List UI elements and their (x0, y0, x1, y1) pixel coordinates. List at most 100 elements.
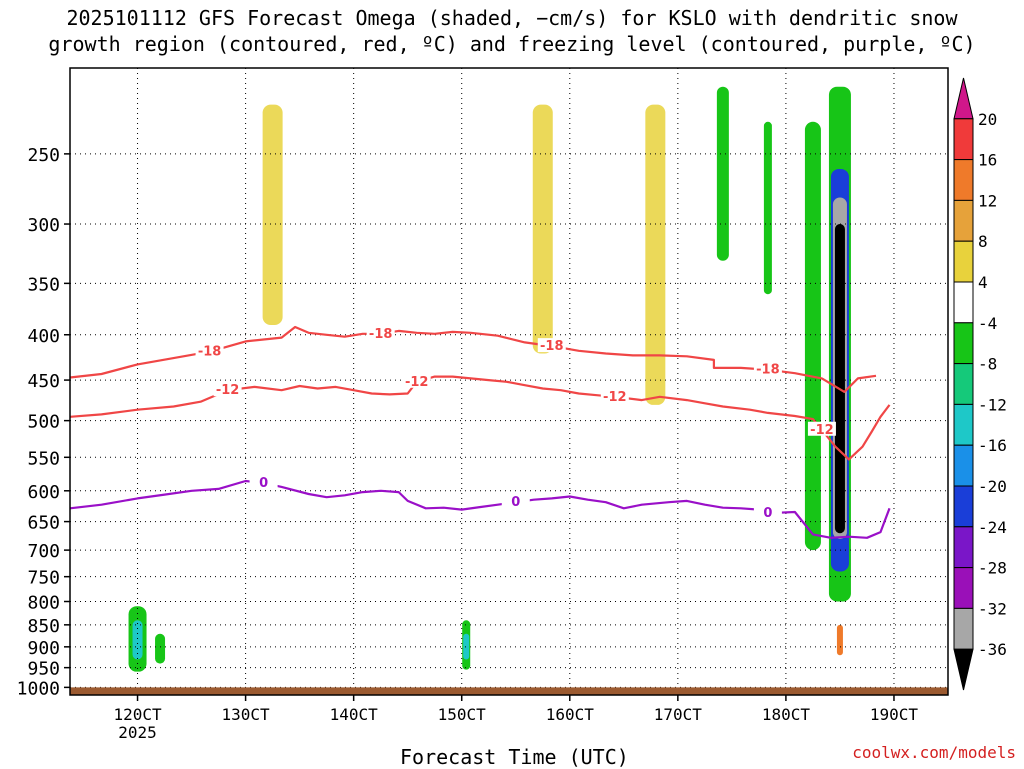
colorbar-label: -32 (978, 599, 1007, 618)
y-tick-label: 500 (27, 412, 60, 433)
colorbar-swatch (953, 444, 974, 487)
contour-label-bg (249, 475, 278, 490)
contour-label-bg (537, 338, 566, 353)
contour-label-bg (195, 343, 224, 358)
colorbar-swatch (953, 118, 974, 161)
y-tick-label: 800 (27, 593, 60, 614)
contour-label-bg (753, 361, 782, 376)
colorbar-swatch (953, 159, 974, 201)
contour-label: 0 (763, 506, 772, 521)
x-axis-label: Forecast Time (UTC) (400, 745, 629, 769)
omega-shaded-region (836, 624, 843, 656)
contour-label-bg (213, 382, 242, 397)
colorbar-swatch (953, 567, 974, 609)
colorbar-swatch (953, 526, 974, 569)
contour-label: -18 (369, 327, 393, 342)
ground-surface (70, 687, 948, 695)
omega-shaded-region (155, 633, 166, 664)
omega-shaded-region (834, 224, 845, 534)
contour-label-bg (753, 505, 782, 520)
colorbar-label: -20 (978, 477, 1007, 496)
contour-label-bg (402, 373, 431, 388)
x-tick-label: 140CT (330, 705, 379, 724)
colorbar-label: 8 (978, 232, 988, 251)
contour-label-bg (366, 325, 395, 340)
x-tick-label: 170CT (654, 705, 703, 724)
colorbar-label: 4 (978, 273, 988, 292)
contour-line (69, 325, 877, 393)
y-tick-label: 700 (27, 541, 60, 562)
y-tick-label: 550 (27, 448, 60, 469)
colorbar-label: -8 (978, 355, 997, 374)
contour-label: -18 (540, 339, 564, 354)
x-tick-sublabel: 2025 (118, 723, 157, 742)
colorbar-label: -4 (978, 314, 997, 333)
colorbar-arrow-top (953, 77, 974, 120)
colorbar-label: -28 (978, 559, 1007, 578)
contour-label: -18 (198, 345, 222, 360)
x-tick-label: 120CT (113, 705, 162, 724)
chart-title-line-1: 2025101112 GFS Forecast Omega (shaded, −… (66, 6, 958, 30)
omega-shaded-region (645, 104, 666, 405)
colorbar-swatch (953, 607, 974, 650)
colorbar-label: -24 (978, 518, 1007, 537)
omega-shaded-region (716, 86, 729, 261)
contour-label: 0 (259, 476, 268, 491)
y-tick-label: 850 (27, 616, 60, 637)
omega-shaded-region (262, 104, 283, 326)
y-tick-label: 950 (27, 659, 60, 680)
colorbar-swatch (953, 363, 974, 405)
colorbar-label: -16 (978, 436, 1007, 455)
credit-link[interactable]: coolwx.com/models (852, 743, 1016, 762)
colorbar-swatch (953, 240, 974, 283)
contour-label: -18 (756, 363, 780, 378)
x-tick-label: 150CT (438, 705, 487, 724)
contour-line (69, 375, 891, 461)
x-tick-label: 130CT (222, 705, 271, 724)
omega-shaded-region (763, 121, 772, 295)
colorbar-arrow-bottom (953, 648, 974, 691)
colorbar-label: -12 (978, 395, 1007, 414)
contour-label: -12 (216, 383, 240, 398)
contour-layer: -18 -18 -18 -18 -12 -12 -12 -12 0 0 0 (69, 325, 891, 539)
colorbar-label: -36 (978, 640, 1007, 659)
chart-title-line-2: growth region (contoured, red, ºC) and f… (48, 32, 976, 56)
colorbar-swatch (953, 403, 974, 446)
colorbar-swatch (953, 322, 974, 365)
colorbar-label: 16 (978, 151, 997, 170)
y-tick-label: 650 (27, 513, 60, 534)
y-tick-label: 250 (27, 145, 60, 166)
y-tick-label: 350 (27, 274, 60, 295)
colorbar-label: 20 (978, 110, 997, 129)
y-tick-label: 1000 (17, 678, 60, 699)
contour-label: -12 (405, 375, 429, 390)
omega-shaded-region (804, 121, 821, 551)
omega-shaded-region (463, 633, 470, 660)
y-tick-label: 600 (27, 482, 60, 503)
contour-label-bg (600, 388, 629, 403)
contour-label-bg (501, 494, 530, 509)
contour-label: -12 (810, 423, 834, 438)
y-tick-label: 750 (27, 568, 60, 589)
x-tick-label: 160CT (546, 705, 595, 724)
x-tick-label: 190CT (870, 705, 919, 724)
contour-label: 0 (511, 495, 520, 510)
omega-shaded-region (132, 620, 143, 660)
colorbar-swatch (953, 199, 974, 242)
x-tick-label: 180CT (762, 705, 811, 724)
y-tick-label: 400 (27, 326, 60, 347)
y-tick-label: 300 (27, 215, 60, 236)
y-tick-label: 900 (27, 638, 60, 659)
colorbar-label: 12 (978, 191, 997, 210)
plot-frame (69, 67, 949, 696)
omega-shaded-region (532, 104, 553, 354)
y-tick-label: 450 (27, 371, 60, 392)
colorbar-swatch (953, 281, 974, 324)
contour-label-bg (807, 421, 836, 436)
colorbar-swatch (953, 485, 974, 528)
contour-label: -12 (603, 390, 627, 405)
colorbar: 20 16 12 8 4 -4 -8 -12 -16 -20 -24 -28 -32 -36 (953, 77, 1007, 691)
y-axis: 2503003504004505005506006507007508008509… (17, 145, 70, 699)
